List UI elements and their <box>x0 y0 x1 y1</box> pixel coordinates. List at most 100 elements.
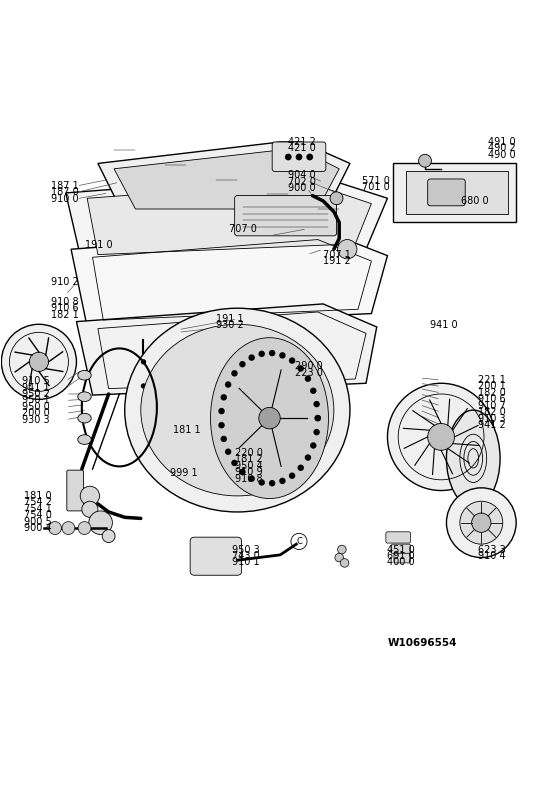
Text: 950 1: 950 1 <box>22 396 50 406</box>
Text: 950 0: 950 0 <box>22 402 50 412</box>
Text: 910 6: 910 6 <box>478 394 505 404</box>
Ellipse shape <box>125 308 350 512</box>
Circle shape <box>62 522 75 534</box>
Text: 910 3: 910 3 <box>478 414 505 424</box>
Text: 491 0: 491 0 <box>488 137 516 147</box>
Text: 421 2: 421 2 <box>288 137 316 147</box>
Circle shape <box>310 442 316 448</box>
Text: 290 0: 290 0 <box>295 361 323 371</box>
Circle shape <box>220 436 227 442</box>
Polygon shape <box>114 150 339 209</box>
Circle shape <box>102 530 115 542</box>
Ellipse shape <box>78 435 91 444</box>
Text: 191 0: 191 0 <box>85 240 112 250</box>
Text: 181 0: 181 0 <box>24 491 52 501</box>
Text: 707 1: 707 1 <box>323 250 351 259</box>
Text: 223 0: 223 0 <box>295 367 323 377</box>
Circle shape <box>388 383 495 490</box>
Circle shape <box>289 357 295 364</box>
Text: 187 0: 187 0 <box>51 188 79 197</box>
Text: 191 1: 191 1 <box>216 314 244 324</box>
Text: 421 0: 421 0 <box>288 143 316 154</box>
Text: 941 2: 941 2 <box>478 420 505 430</box>
Circle shape <box>286 154 291 160</box>
Circle shape <box>269 480 275 486</box>
Circle shape <box>337 240 357 259</box>
Circle shape <box>203 354 208 359</box>
Circle shape <box>259 351 265 357</box>
Circle shape <box>239 361 246 367</box>
Text: 181 1: 181 1 <box>173 426 201 436</box>
Circle shape <box>78 522 91 534</box>
Circle shape <box>2 325 77 400</box>
Circle shape <box>269 350 275 356</box>
Circle shape <box>259 407 280 429</box>
Text: 930 2: 930 2 <box>216 321 244 330</box>
Text: 950 2: 950 2 <box>22 389 50 399</box>
Text: 910 1: 910 1 <box>232 557 260 567</box>
Text: 400 0: 400 0 <box>388 557 415 567</box>
Circle shape <box>340 559 349 567</box>
Circle shape <box>427 423 454 450</box>
Text: 490 0: 490 0 <box>488 150 516 160</box>
Text: 910 4: 910 4 <box>478 551 505 561</box>
Text: 221 1: 221 1 <box>478 375 506 385</box>
Text: 910 7: 910 7 <box>478 401 505 411</box>
FancyBboxPatch shape <box>190 537 241 575</box>
Circle shape <box>225 381 231 388</box>
Circle shape <box>298 366 304 372</box>
Polygon shape <box>393 163 516 222</box>
Circle shape <box>313 429 320 435</box>
Polygon shape <box>98 142 350 217</box>
Text: 941 1: 941 1 <box>22 382 50 392</box>
Circle shape <box>460 501 503 545</box>
Text: 451 0: 451 0 <box>388 545 415 555</box>
Text: 910 6: 910 6 <box>51 303 78 313</box>
Text: 701 0: 701 0 <box>362 182 390 192</box>
Text: 910 0: 910 0 <box>51 194 78 204</box>
Circle shape <box>218 408 225 414</box>
Ellipse shape <box>141 325 334 496</box>
Text: 680 0: 680 0 <box>461 196 489 206</box>
FancyBboxPatch shape <box>272 142 326 172</box>
Ellipse shape <box>78 392 91 402</box>
Ellipse shape <box>446 410 500 507</box>
Text: 904 0: 904 0 <box>288 170 316 180</box>
Text: W10696554: W10696554 <box>388 638 457 649</box>
Circle shape <box>248 355 255 361</box>
Ellipse shape <box>78 413 91 423</box>
Text: 900 4: 900 4 <box>24 523 52 533</box>
Circle shape <box>305 455 311 461</box>
Circle shape <box>310 388 316 394</box>
Circle shape <box>203 381 208 386</box>
Polygon shape <box>406 172 508 214</box>
FancyBboxPatch shape <box>394 553 411 563</box>
Text: 182 1: 182 1 <box>51 310 79 320</box>
Text: C: C <box>296 537 302 546</box>
FancyBboxPatch shape <box>386 532 411 543</box>
Text: 950 3: 950 3 <box>232 545 260 555</box>
Circle shape <box>279 478 286 484</box>
Circle shape <box>259 479 265 485</box>
Ellipse shape <box>211 338 328 499</box>
Circle shape <box>472 513 491 533</box>
Circle shape <box>315 415 321 422</box>
Circle shape <box>419 154 431 167</box>
Polygon shape <box>77 304 377 395</box>
Circle shape <box>313 401 320 407</box>
Text: 910 9: 910 9 <box>234 467 262 478</box>
Text: 702 0: 702 0 <box>288 177 316 187</box>
Ellipse shape <box>78 370 91 380</box>
Text: 191 2: 191 2 <box>323 256 351 266</box>
Text: 707 0: 707 0 <box>229 224 257 234</box>
Circle shape <box>80 486 100 506</box>
Text: 490 2: 490 2 <box>488 143 516 154</box>
Circle shape <box>218 422 225 429</box>
FancyBboxPatch shape <box>234 195 336 236</box>
Circle shape <box>307 154 313 160</box>
Text: 999 1: 999 1 <box>170 468 198 478</box>
Circle shape <box>225 448 231 455</box>
Text: 200 1: 200 1 <box>478 381 505 392</box>
Circle shape <box>220 394 227 400</box>
Text: 900 5: 900 5 <box>24 517 52 526</box>
